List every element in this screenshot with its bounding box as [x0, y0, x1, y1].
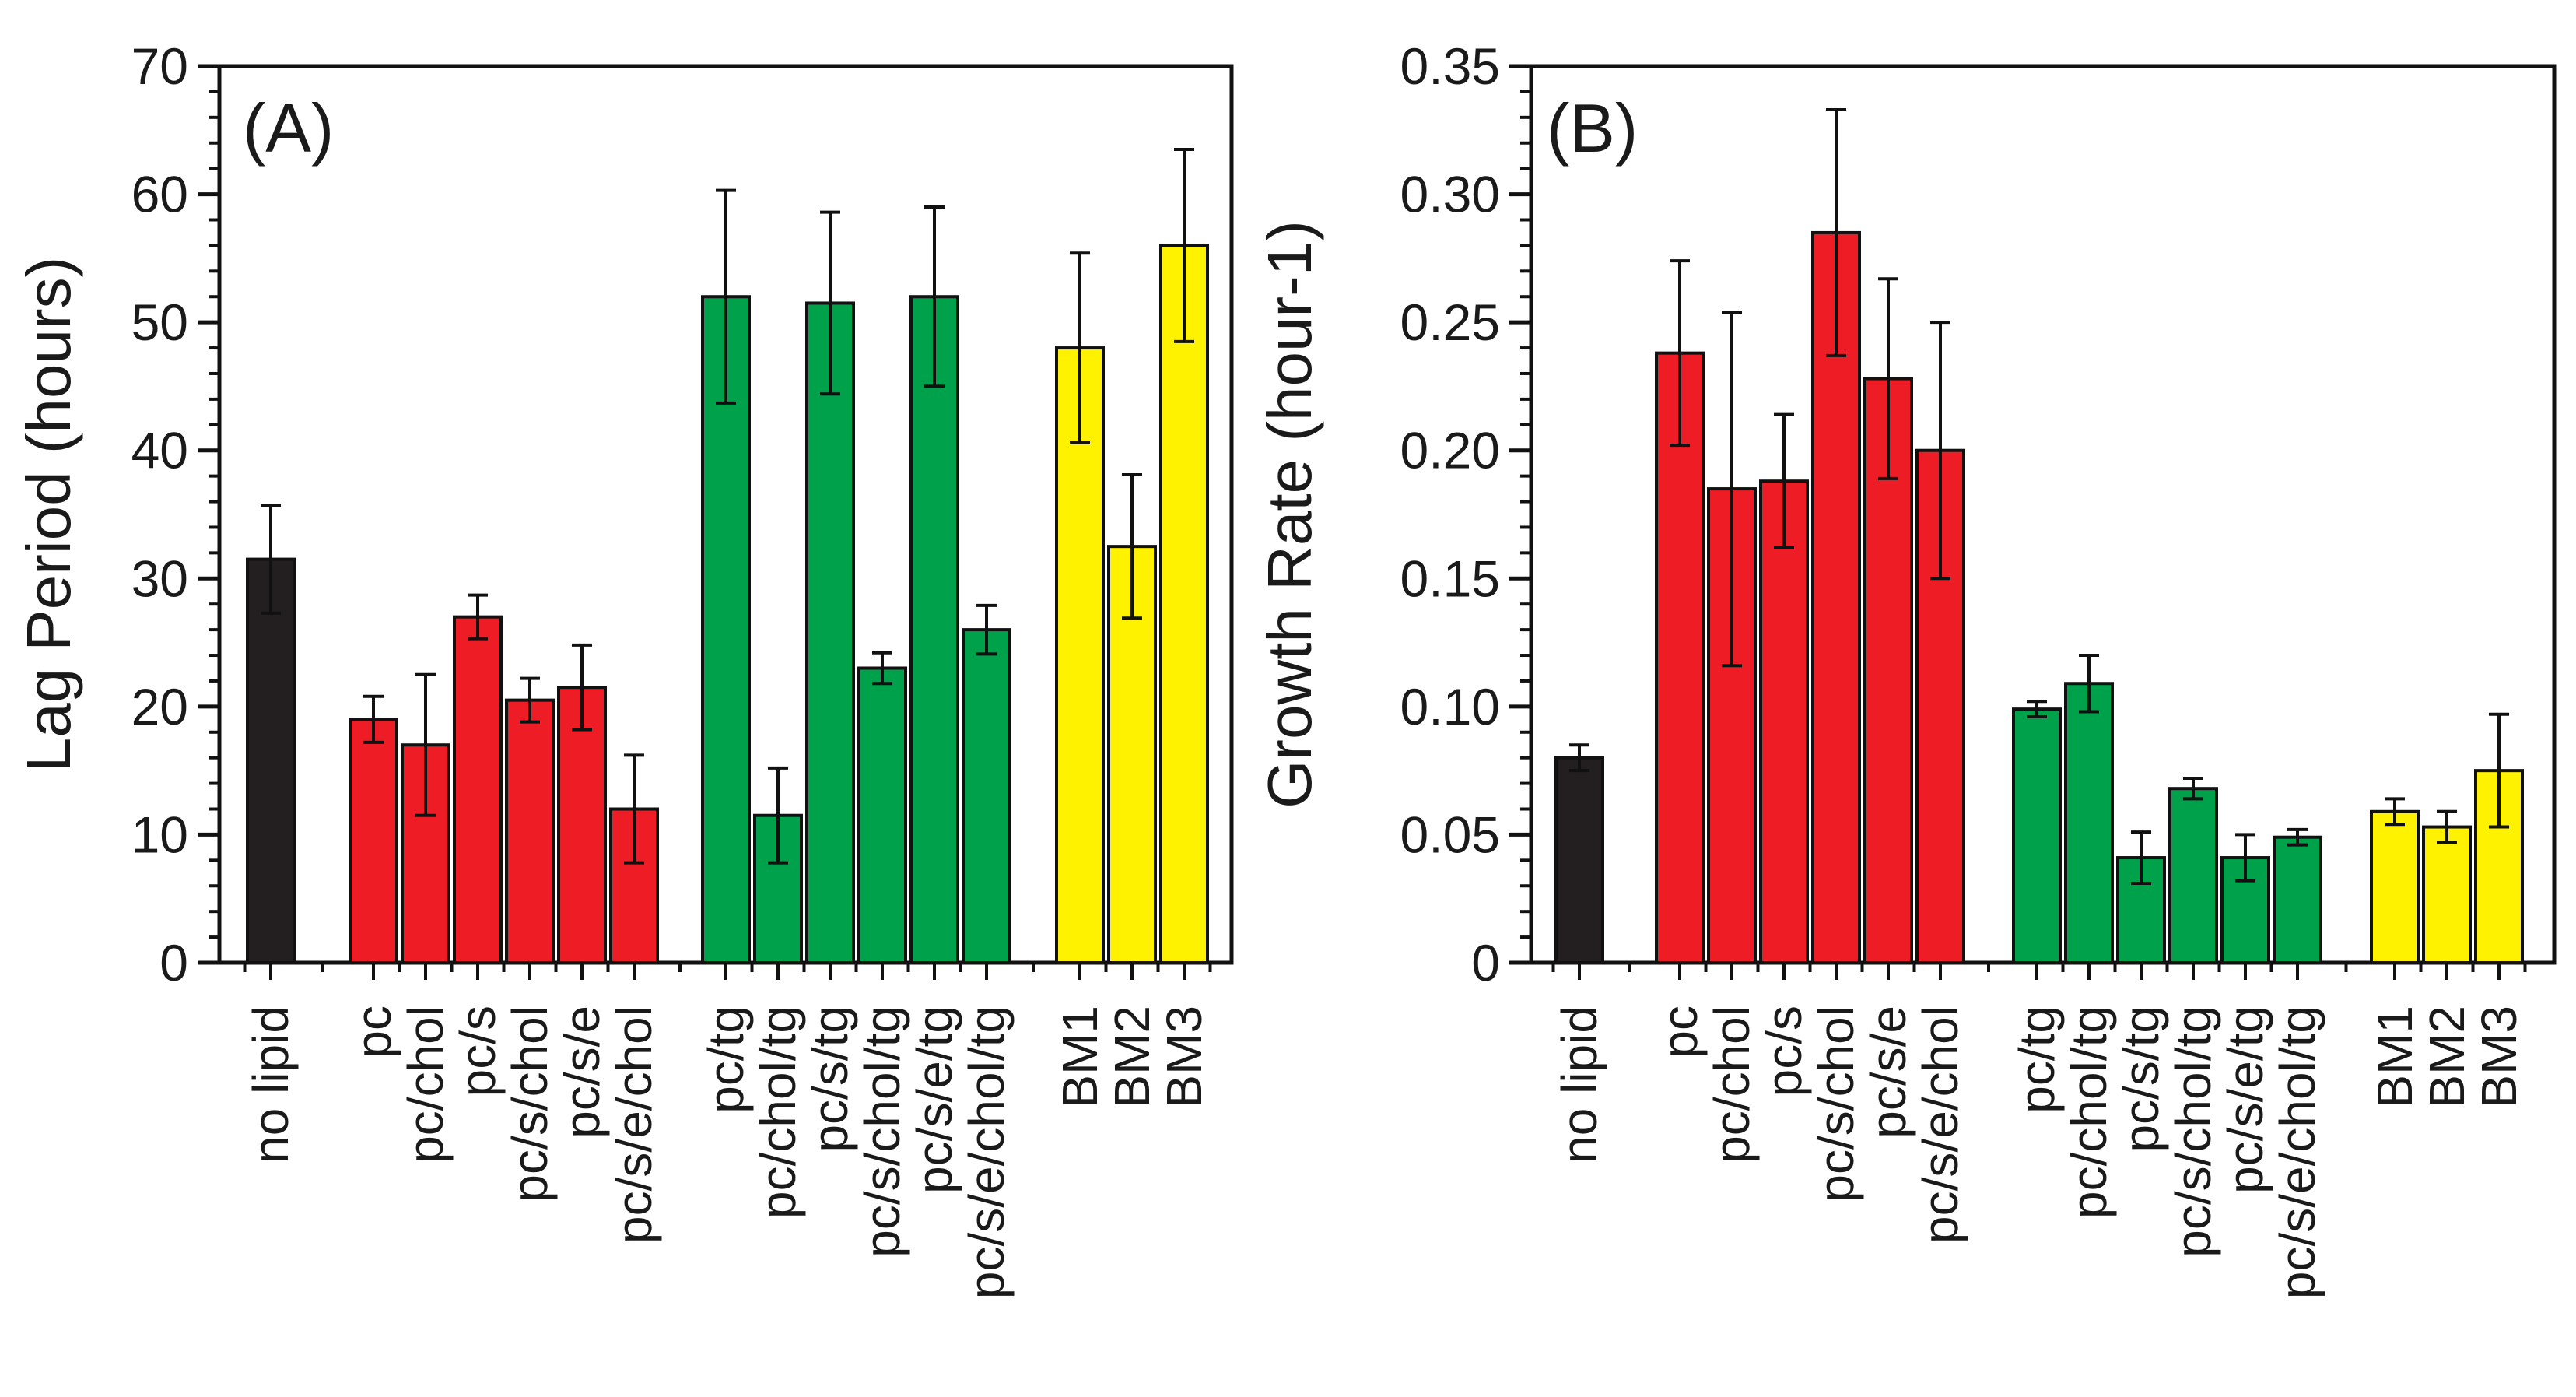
category-label-pc-chol-tg: pc/chol/tg — [2061, 1006, 2117, 1219]
bar-pc-s-chol-tg — [2168, 787, 2218, 964]
category-label-pc-s-e-tg: pc/s/e/tg — [2217, 1006, 2273, 1194]
bar-pc-s — [453, 615, 503, 965]
panel-a-category-labels: no lipid pcpc/cholpc/spc/s/cholpc/s/epc/s… — [243, 1006, 1212, 1299]
category-label-no-lipid: no lipid — [243, 1006, 299, 1164]
bar-pc-s-e-chol-tg — [962, 628, 1011, 964]
bar-pc-s-chol-tg — [857, 666, 907, 964]
y-tick-label: 0.35 — [1400, 37, 1500, 95]
y-tick-label: 20 — [131, 678, 188, 735]
bar-pc-s-e-chol-tg — [2273, 835, 2322, 964]
y-tick-label: 0.10 — [1400, 678, 1500, 735]
category-label-pc: pc — [345, 1006, 401, 1058]
category-label-pc-s-e: pc/s/e — [1860, 1006, 1916, 1139]
bar-pc-s — [1759, 479, 1809, 964]
y-tick-label: 0 — [1471, 934, 1500, 992]
panel-a-label: (A) — [243, 90, 334, 167]
category-label-pc-s-e-chol-tg: pc/s/e/chol/tg — [959, 1006, 1015, 1299]
y-tick-label: 0.05 — [1400, 806, 1500, 863]
panel-b-label: (B) — [1547, 90, 1638, 167]
bar-pc — [1655, 351, 1705, 964]
bar-bm3 — [1159, 244, 1209, 964]
category-label-pc-s-e-chol: pc/s/e/chol — [606, 1006, 662, 1244]
bar-pc-tg — [2012, 707, 2062, 964]
bar-bm1 — [2370, 809, 2420, 964]
category-label-pc-s: pc/s — [450, 1006, 506, 1097]
category-label-bm3: BM3 — [2471, 1006, 2527, 1108]
y-tick-label: 0.25 — [1400, 293, 1500, 351]
bar-pc-s-chol — [505, 698, 555, 965]
category-label-pc-s-tg: pc/s/tg — [2113, 1006, 2169, 1153]
category-label-pc-tg: pc/tg — [2009, 1006, 2065, 1114]
bar-pc-s-e — [557, 686, 607, 965]
panel-b-chart: 0 0.05 0.10 0.15 0.20 0.25 0.30 0.35 no lipid pc… — [1255, 37, 2557, 1299]
bar-no-lipid — [246, 557, 296, 964]
category-label-no-lipid: no lipid — [1551, 1006, 1607, 1164]
y-tick-label: 70 — [131, 37, 188, 95]
category-label-pc-chol: pc/chol — [398, 1006, 454, 1164]
category-label-bm1: BM1 — [1052, 1006, 1108, 1108]
category-label-pc-chol-tg: pc/chol/tg — [750, 1006, 806, 1219]
panel-b-y-axis: 0 0.05 0.10 0.15 0.20 0.25 0.30 0.35 — [1400, 37, 1531, 992]
category-label-pc: pc — [1652, 1006, 1708, 1058]
category-label-pc-s-e-chol-tg: pc/s/e/chol/tg — [2269, 1006, 2325, 1299]
category-label-bm2: BM2 — [2419, 1006, 2475, 1108]
y-tick-label: 10 — [131, 806, 188, 863]
category-label-pc-s-chol-tg: pc/s/chol/tg — [2165, 1006, 2221, 1258]
y-tick-label: 40 — [131, 422, 188, 479]
y-tick-label: 0.30 — [1400, 166, 1500, 223]
bar-no-lipid — [1554, 756, 1604, 965]
category-label-pc-s-tg: pc/s/tg — [802, 1006, 858, 1153]
y-tick-label: 0.15 — [1400, 549, 1500, 607]
y-tick-label: 60 — [131, 166, 188, 223]
category-label-pc-s-e-chol: pc/s/e/chol — [1912, 1006, 1968, 1244]
y-tick-label: 0 — [159, 934, 188, 992]
panel-b-bars — [1554, 107, 2524, 965]
panel-a-y-axis: 0 10 20 30 40 50 60 70 — [131, 37, 219, 992]
category-label-pc-s-chol: pc/s/chol — [502, 1006, 558, 1202]
bar-pc-s-e-tg — [909, 295, 959, 964]
category-label-bm2: BM2 — [1104, 1006, 1160, 1108]
category-label-bm1: BM1 — [2367, 1006, 2423, 1108]
bar-bm2 — [2422, 825, 2472, 965]
y-tick-label: 50 — [131, 293, 188, 351]
y-tick-label: 0.20 — [1400, 422, 1500, 479]
category-label-bm3: BM3 — [1156, 1006, 1212, 1108]
category-label-pc-tg: pc/tg — [698, 1006, 754, 1114]
category-label-pc-chol: pc/chol — [1704, 1006, 1760, 1164]
panel-a-y-axis-title: Lag Period (hours) — [14, 257, 83, 773]
category-label-pc-s-chol-tg: pc/s/chol/tg — [854, 1006, 910, 1258]
panel-a-bars — [246, 147, 1209, 965]
bar-bm1 — [1055, 346, 1105, 964]
bar-pc — [349, 718, 398, 964]
category-label-pc-s: pc/s — [1756, 1006, 1812, 1097]
bar-pc-s-tg — [805, 301, 855, 964]
category-label-pc-s-e: pc/s/e — [554, 1006, 610, 1139]
y-tick-label: 30 — [131, 549, 188, 607]
bar-pc-chol-tg — [2064, 682, 2114, 965]
panel-b-category-labels: no lipid pcpc/cholpc/spc/s/cholpc/s/epc/s… — [1551, 1006, 2527, 1299]
panel-b-y-axis-title: Growth Rate (hour-1) — [1255, 220, 1324, 809]
panel-b-x-ticks — [1551, 963, 2527, 980]
panel-a-x-ticks — [243, 963, 1212, 980]
category-label-pc-s-e-tg: pc/s/e/tg — [906, 1006, 962, 1194]
category-label-pc-s-chol: pc/s/chol — [1808, 1006, 1864, 1202]
